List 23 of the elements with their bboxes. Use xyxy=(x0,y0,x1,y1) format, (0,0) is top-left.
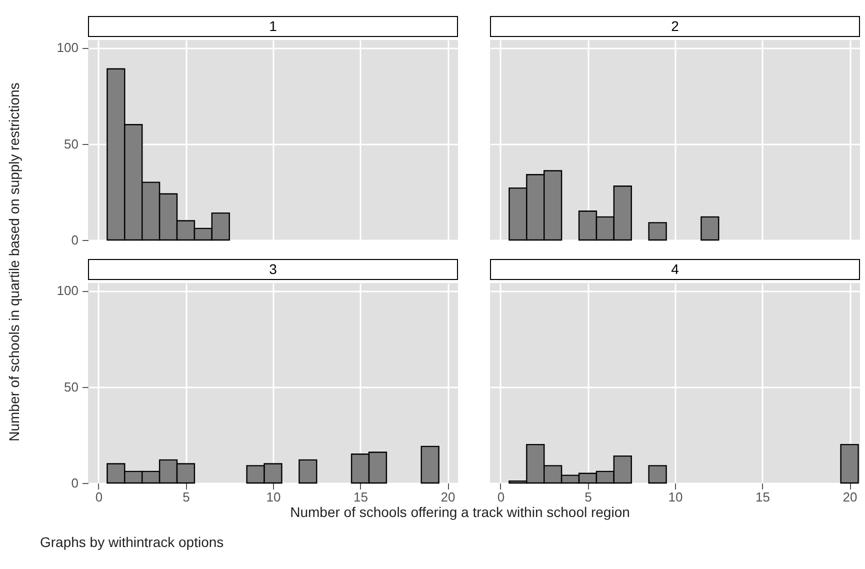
y-tick-label: 100 xyxy=(56,40,78,56)
y-tick-label: 50 xyxy=(64,379,78,394)
x-tick-label: 0 xyxy=(497,490,505,504)
chart-title: 3 xyxy=(88,259,458,280)
x-tick-label: 0 xyxy=(95,490,103,504)
x-tick-label: 15 xyxy=(354,490,368,504)
y-tick-label: 50 xyxy=(64,136,78,152)
x-tick-label: 5 xyxy=(182,490,190,504)
y-tick-label: 0 xyxy=(71,232,78,248)
chart-title: 4 xyxy=(490,259,860,280)
x-tick-label: 10 xyxy=(668,490,683,504)
y-tick-label: 0 xyxy=(71,476,78,490)
x-tick-label: 5 xyxy=(584,490,592,504)
x-tick-label: 15 xyxy=(756,490,770,504)
x-axis-title: Number of schools offering a track within school region xyxy=(290,504,630,520)
x-tick-label: 20 xyxy=(440,490,456,504)
chart-title: 1 xyxy=(88,16,458,37)
x-tick-label: 20 xyxy=(842,490,858,504)
y-tick-label: 100 xyxy=(56,283,78,298)
chart-title: 2 xyxy=(490,16,860,37)
text: Graphs by withintrack options xyxy=(40,534,224,550)
y-axis-title: Number of schools in quartile based on supply restrictions xyxy=(6,82,22,442)
x-tick-label: 10 xyxy=(266,490,281,504)
